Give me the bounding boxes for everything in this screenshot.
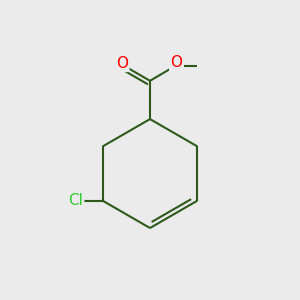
Text: O: O	[170, 55, 182, 70]
Text: Cl: Cl	[68, 193, 83, 208]
Text: O: O	[116, 56, 128, 70]
